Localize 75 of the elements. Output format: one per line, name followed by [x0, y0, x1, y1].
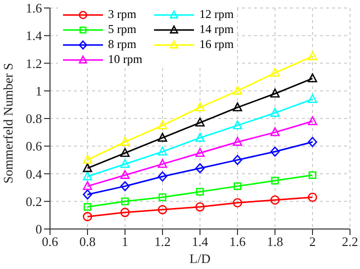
y-tick-label: 1	[36, 83, 42, 98]
legend-label: 16 rpm	[199, 37, 234, 52]
x-tick-label: 1.4	[192, 234, 209, 250]
x-axis-title: L/D	[190, 251, 210, 266]
point	[195, 118, 205, 126]
legend-label: 12 rpm	[199, 7, 234, 22]
point	[158, 146, 168, 156]
point	[120, 159, 130, 168]
point	[308, 192, 318, 202]
point	[308, 116, 318, 126]
point	[270, 146, 280, 157]
legend-label: 10 rpm	[108, 52, 142, 67]
y-tick-label: 0.2	[26, 194, 42, 209]
point	[158, 171, 168, 182]
y-tick-label: 0.6	[26, 138, 42, 154]
y-tick-label: 0	[36, 222, 42, 237]
point	[195, 163, 205, 174]
point	[84, 203, 92, 211]
point	[120, 170, 130, 179]
point	[82, 171, 92, 180]
y-tick-label: 0.8	[26, 111, 42, 126]
point	[158, 205, 168, 214]
point	[308, 73, 318, 82]
legend-label: 14 rpm	[199, 22, 234, 37]
point	[196, 188, 204, 196]
point	[308, 136, 318, 148]
point	[270, 88, 280, 98]
y-tick-label: 1.6	[26, 0, 42, 16]
legend-label: 5 rpm	[108, 22, 136, 37]
point	[270, 108, 280, 117]
point	[120, 208, 130, 218]
point	[271, 176, 279, 185]
point	[158, 120, 168, 130]
y-tick-label: 0.4	[26, 166, 42, 182]
point	[120, 148, 130, 157]
point	[82, 154, 92, 164]
point	[308, 171, 316, 179]
point	[82, 189, 92, 200]
point	[82, 181, 92, 190]
point	[158, 193, 166, 202]
point	[308, 94, 318, 104]
y-tick-label: 1.2	[26, 56, 42, 71]
point	[121, 198, 129, 206]
point	[120, 181, 130, 192]
y-tick-label: 1.4	[26, 28, 42, 44]
point	[270, 68, 280, 77]
point	[232, 120, 242, 130]
legend-label: 3 rpm	[108, 7, 136, 22]
x-tick-label: 0.8	[79, 234, 96, 250]
point	[270, 127, 280, 136]
point	[232, 102, 242, 112]
x-tick-label: 2.2	[342, 234, 358, 250]
x-tick-label: 1.6	[229, 234, 246, 250]
point	[158, 132, 168, 142]
point	[232, 86, 242, 95]
x-tick-label: 1.2	[154, 234, 171, 250]
point	[232, 136, 242, 146]
point	[82, 212, 92, 222]
legend-label: 8 rpm	[108, 37, 136, 52]
point	[195, 132, 205, 142]
point	[270, 195, 280, 205]
point	[195, 102, 205, 112]
point	[82, 163, 92, 172]
point	[158, 159, 168, 168]
x-tick-label: 1.8	[266, 234, 284, 250]
point	[308, 51, 318, 60]
x-tick-label: 1	[122, 234, 128, 250]
point	[120, 136, 130, 146]
x-tick-label: 2	[309, 234, 316, 250]
point	[195, 148, 205, 157]
point	[234, 182, 242, 190]
point	[195, 202, 205, 212]
point	[232, 198, 242, 208]
point	[232, 154, 242, 165]
y-axis-title: Sommerfeld Number S	[0, 62, 16, 184]
